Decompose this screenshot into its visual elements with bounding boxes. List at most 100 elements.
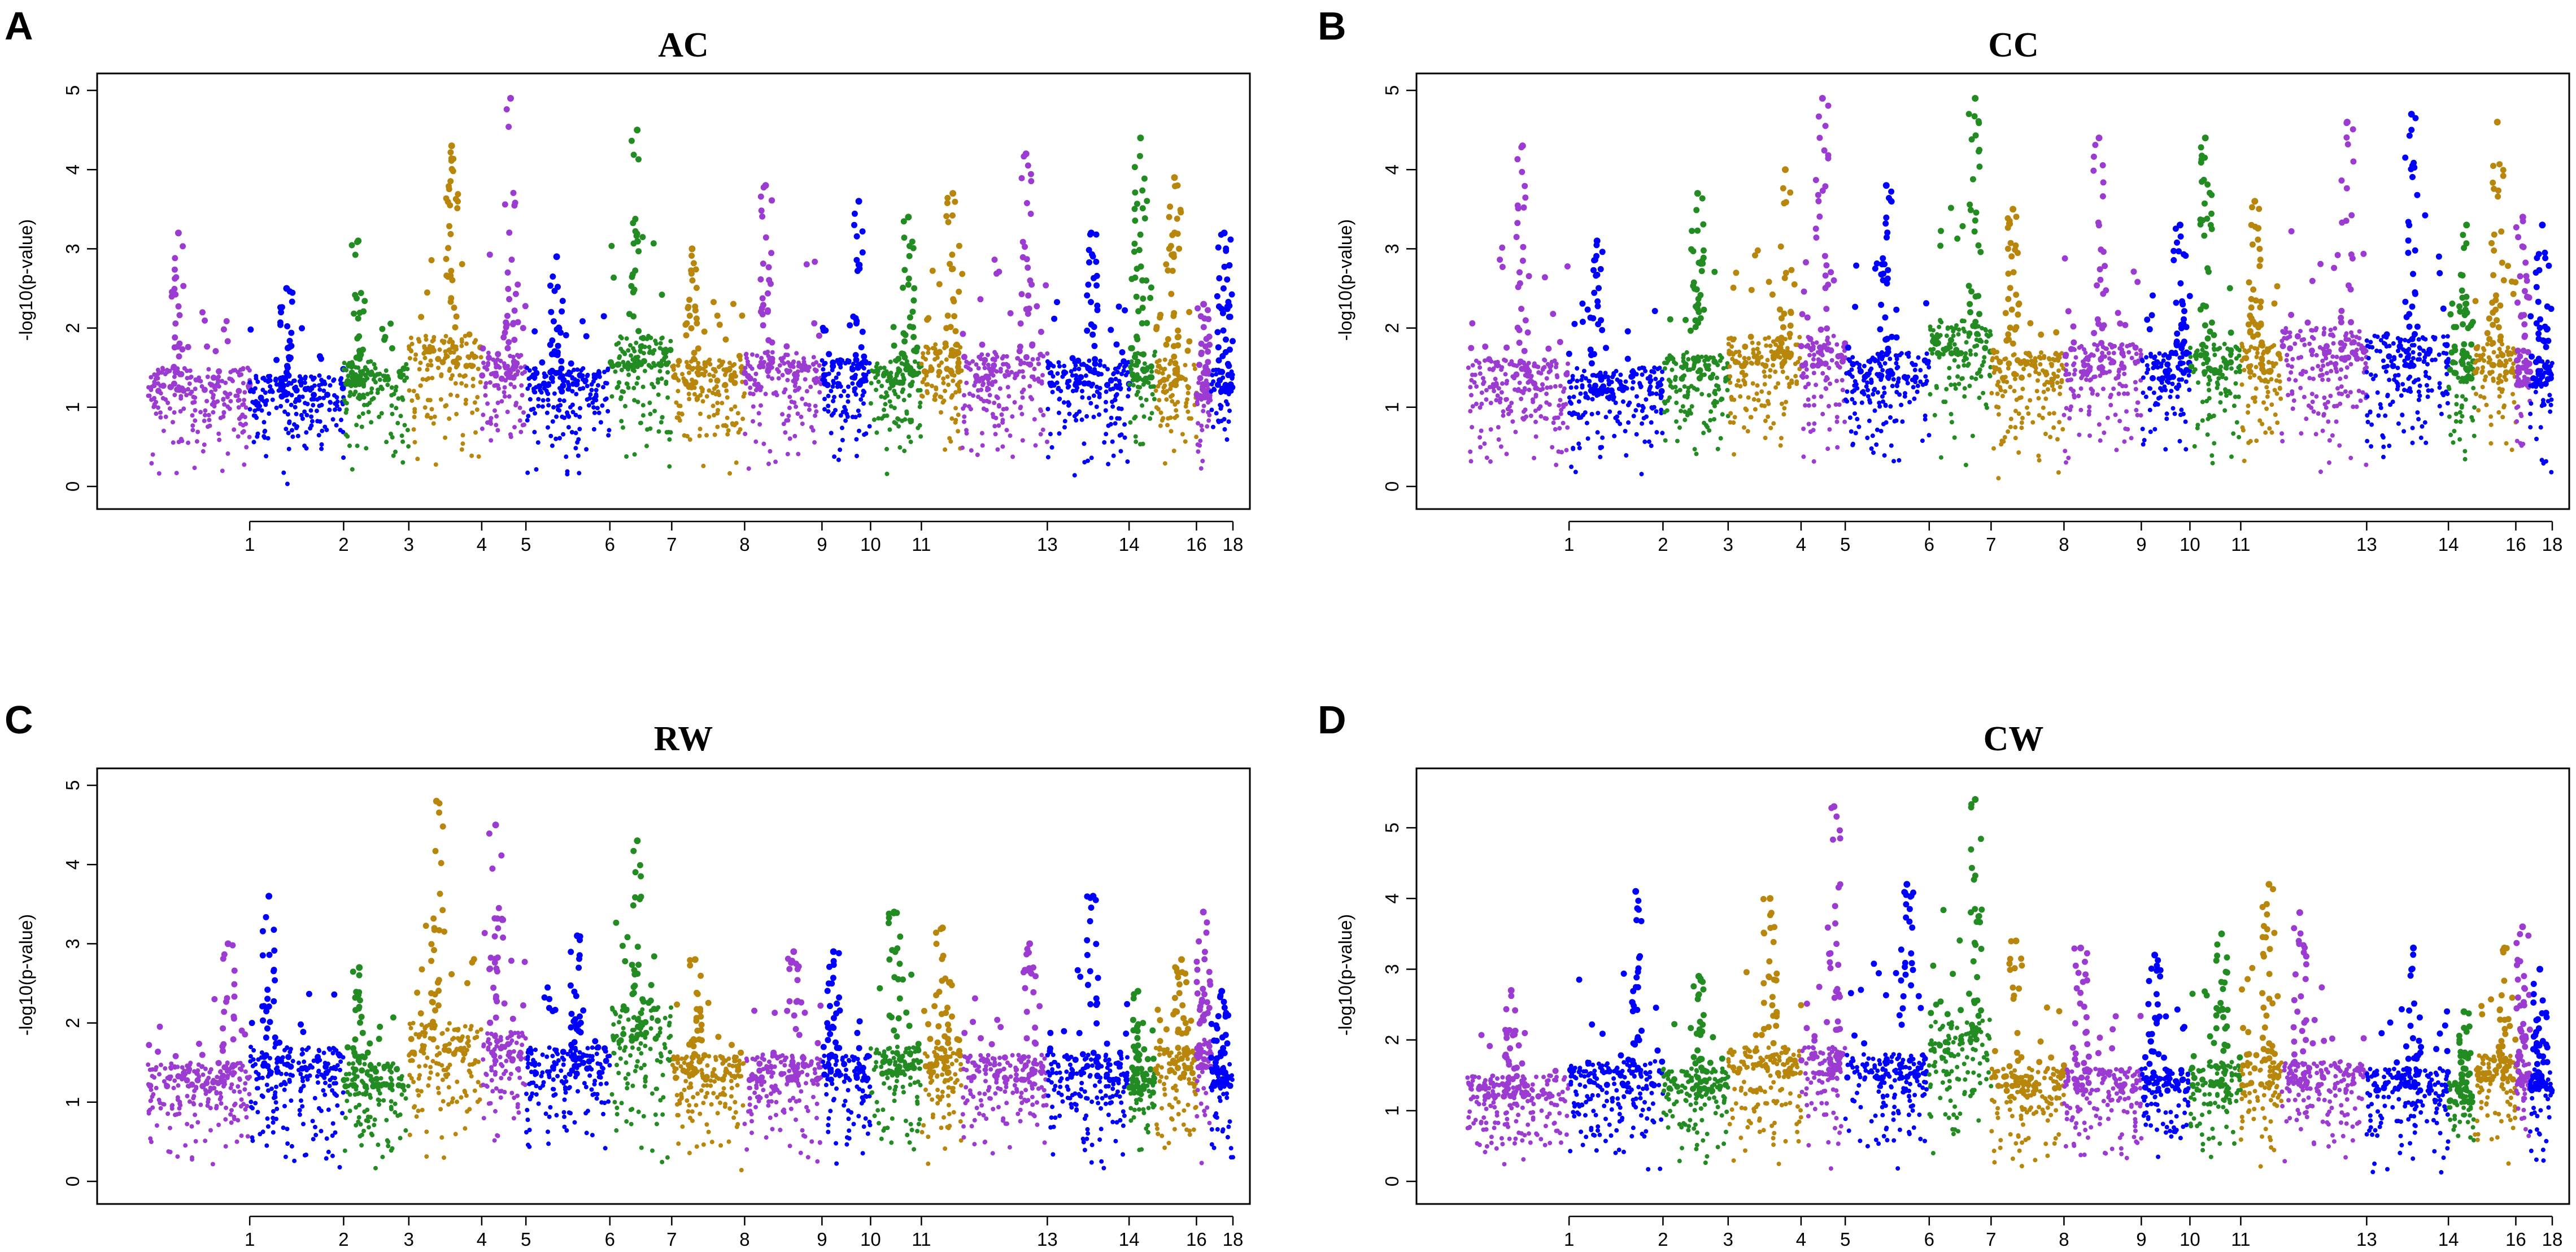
snp-point [2459,358,2465,365]
snp-point [434,979,441,986]
snp-point [1653,1005,1659,1011]
snp-point [2304,319,2311,326]
snp-point [1203,370,1210,377]
snp-point [1719,1055,1725,1062]
snp-point [1025,264,1031,271]
snp-point [447,231,454,237]
snp-point [722,382,729,388]
snp-point [903,1009,910,1016]
snp-point [1196,938,1202,945]
snp-point [979,341,986,348]
snp-point [696,1058,703,1065]
snp-point [359,1067,365,1074]
snp-point [896,1056,903,1063]
snp-point [318,355,324,362]
snp-point [147,1083,154,1089]
snp-point [356,997,363,1003]
snp-point [1502,1051,1509,1058]
snp-point [1084,937,1091,944]
snp-point [1815,192,1821,198]
snp-point [2518,1073,2525,1080]
snp-point [1201,1056,1208,1063]
snp-point [169,289,175,295]
snp-point [2469,1099,2475,1106]
snp-point [722,336,729,343]
snp-point [2100,322,2107,329]
snp-point [793,1076,800,1083]
x-tick-label: 10 [2180,534,2200,555]
snp-point [2402,298,2409,305]
snp-point [1132,1068,1139,1075]
snp-point [1817,344,1823,351]
snp-point [1487,1043,1493,1049]
snp-point [1769,994,1776,1001]
snp-point [1883,214,1890,221]
snp-point [1815,362,1821,369]
snp-point [580,1007,587,1014]
y-tick-label: 2 [62,1018,83,1028]
snp-point [952,198,958,205]
snp-point [1205,307,1211,314]
snp-point [2496,361,2503,368]
chromosome-17-points [1193,301,1213,471]
snp-point [900,976,906,983]
snp-point [2170,247,2177,254]
snp-point [1087,1001,1094,1007]
snp-point [2042,369,2049,376]
snp-point [2412,115,2419,121]
snp-point [1061,369,1067,376]
snp-point [368,371,374,377]
snp-point [944,366,951,372]
snp-point [1835,884,1842,891]
snp-point [1168,290,1175,297]
snp-point [830,1024,837,1031]
snp-point [263,1008,270,1015]
snp-point [690,1036,697,1042]
snp-point [691,355,698,362]
snp-point [1133,293,1140,300]
snp-point [2515,1068,2522,1075]
snp-point [1122,1072,1128,1079]
snp-point [1095,975,1101,981]
snp-point [950,352,957,359]
snp-point [260,1017,266,1024]
snp-point [2159,375,2166,382]
snp-point [1197,1050,1204,1057]
snp-point [2536,1053,2543,1059]
snp-point [1999,375,2006,381]
snp-point [264,995,271,1002]
snp-point [2291,1073,2298,1080]
snp-point [830,1015,837,1021]
snp-point [1873,260,1880,267]
snp-point [943,1054,950,1060]
snp-point [824,988,831,994]
snp-point [1906,906,1913,912]
peak-point [790,948,797,955]
peak-point [2539,221,2546,229]
snp-point [634,944,641,950]
snp-point [1020,969,1027,976]
snp-point [2065,308,2072,315]
snp-point [432,1007,438,1014]
snp-point [1198,351,1205,358]
peak-point [855,198,862,205]
snp-point [428,958,435,964]
snp-point [859,328,866,335]
snp-point [1027,171,1034,177]
snp-point [814,1040,821,1046]
snp-point [512,290,519,297]
snp-point [2505,263,2511,269]
snp-point [1016,348,1023,354]
snp-point [2164,1074,2171,1081]
snp-point [944,199,951,206]
snp-point [2075,970,2082,976]
snp-point [861,353,868,360]
snp-point [500,916,507,923]
snp-point [2109,1026,2116,1033]
snp-point [2457,1049,2464,1055]
snp-point [510,190,517,196]
snp-point [693,285,700,291]
snp-point [1747,333,1754,340]
peak-point [949,190,957,197]
snp-point [2408,127,2415,133]
